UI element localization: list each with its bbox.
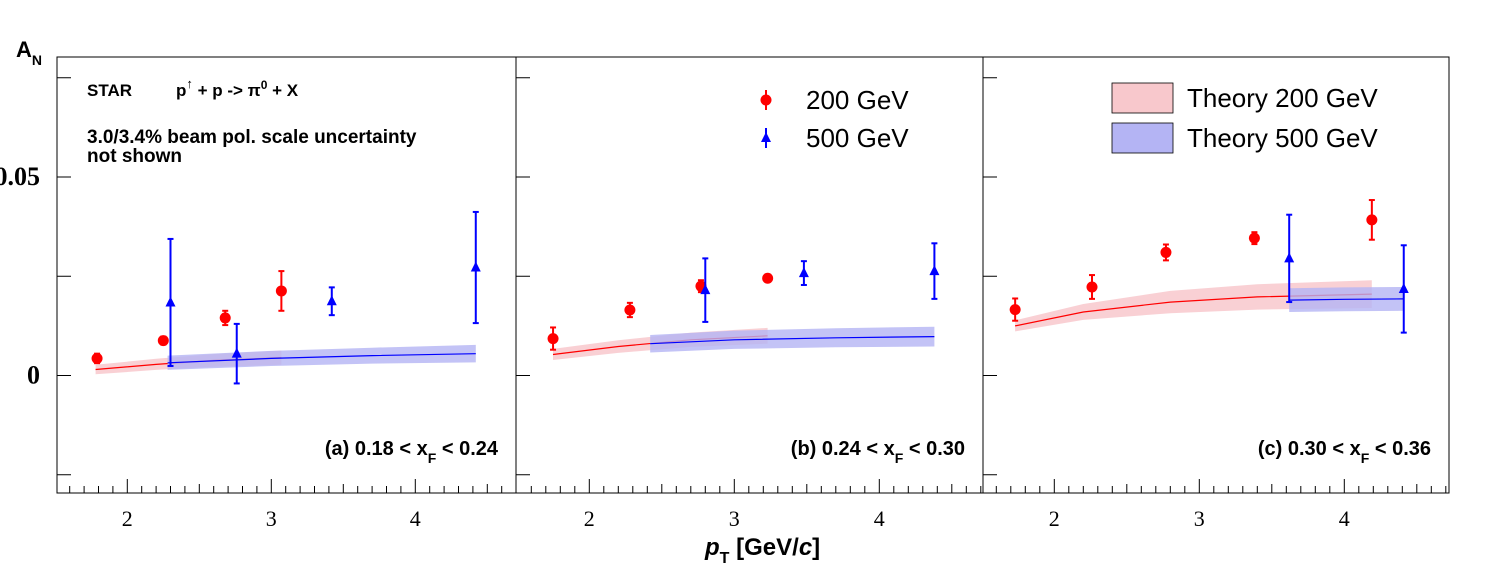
data-point-200 xyxy=(275,270,287,312)
data-point-200 xyxy=(1160,243,1172,262)
reaction-label: p↑ + p -> π0 + X xyxy=(176,76,299,100)
marker-triangle xyxy=(470,261,481,272)
legend-band-swatch xyxy=(1111,122,1174,154)
data-point-500 xyxy=(165,237,176,367)
marker-circle xyxy=(624,304,636,316)
theory-line-500 xyxy=(167,353,476,364)
data-point-200 xyxy=(762,272,774,284)
x-tick-label: 2 xyxy=(1049,506,1060,531)
x-tick-label: 4 xyxy=(874,506,885,531)
marker-circle xyxy=(275,285,287,297)
marker-circle xyxy=(1248,232,1260,244)
data-point-500 xyxy=(929,242,940,300)
marker-circle xyxy=(762,272,774,284)
x-axis-label: pT [GeV/c] xyxy=(704,534,820,567)
marker-circle xyxy=(157,335,169,347)
theory-band-500 xyxy=(650,326,935,353)
data-point-500 xyxy=(798,260,809,286)
x-tick-label: 2 xyxy=(584,506,595,531)
legend-points: 200 GeV 500 GeV xyxy=(760,85,909,153)
marker-triangle xyxy=(700,284,711,295)
theory-line-500 xyxy=(650,336,935,345)
x-tick-label: 4 xyxy=(1339,506,1350,531)
marker-circle xyxy=(219,312,231,324)
data-point-500 xyxy=(700,257,711,323)
data-point-200 xyxy=(1086,274,1098,300)
panel-label: (a) 0.18 < xF < 0.24 xyxy=(325,438,499,466)
axis-labels: AN pT [GeV/c] 0 0.05 xyxy=(0,37,820,567)
marker-circle xyxy=(547,333,559,345)
annotations: STAR p↑ + p -> π0 + X 3.0/3.4% beam pol.… xyxy=(87,76,417,167)
data-point-200 xyxy=(1366,199,1378,241)
marker-triangle xyxy=(231,347,242,358)
legend-band-500: Theory 500 GeV xyxy=(1111,122,1378,154)
data-point-200 xyxy=(91,352,103,365)
panel-frame xyxy=(982,56,1450,494)
panel-b: 2 3 4 (b) 0.24 < xF < 0.30 xyxy=(515,56,984,531)
data-point-200 xyxy=(157,335,169,347)
legend-marker-triangle xyxy=(761,132,771,142)
panel-c: 2 3 4 (c) 0.30 < xF < 0.36 xyxy=(982,56,1450,531)
data-point-200 xyxy=(1248,231,1260,246)
data-point-200 xyxy=(624,301,636,319)
panels-layer: 2 3 4 (a) 0.18 < xF < 0.24 2 3 4 (b) 0.24 < xF … xyxy=(56,56,1450,531)
data-point-200 xyxy=(1009,297,1021,322)
legend-entry-500: 500 GeV xyxy=(761,123,909,153)
legend-label: 200 GeV xyxy=(806,85,909,115)
marker-circle xyxy=(1009,304,1021,316)
y-tick-label: 0.05 xyxy=(0,162,40,191)
marker-circle xyxy=(1366,214,1378,226)
panel-label: (c) 0.30 < xF < 0.36 xyxy=(1258,438,1431,466)
marker-circle xyxy=(91,352,103,364)
x-tick-label: 3 xyxy=(729,506,740,531)
marker-triangle xyxy=(1398,282,1409,293)
x-tick-label: 3 xyxy=(266,506,277,531)
star-label: STAR xyxy=(87,81,132,100)
marker-circle xyxy=(1086,281,1098,293)
x-tick-label: 3 xyxy=(1194,506,1205,531)
marker-triangle xyxy=(1284,252,1295,263)
theory-line-500 xyxy=(1289,298,1404,301)
legend-marker-circle xyxy=(760,94,772,106)
data-point-500 xyxy=(1398,244,1409,334)
marker-circle xyxy=(1160,246,1172,258)
theory-band-200 xyxy=(1015,280,1372,332)
marker-triangle xyxy=(165,296,176,307)
data-point-500 xyxy=(470,210,481,325)
legend-bands: Theory 200 GeV Theory 500 GeV xyxy=(1111,82,1378,154)
legend-entry-200: 200 GeV xyxy=(760,85,909,115)
legend-band-swatch xyxy=(1111,82,1174,114)
panel-label: (b) 0.24 < xF < 0.30 xyxy=(791,438,965,466)
marker-triangle xyxy=(798,267,809,278)
data-point-500 xyxy=(231,322,242,385)
data-point-200 xyxy=(547,326,559,351)
y-axis-label: AN xyxy=(16,37,42,68)
legend-band-label: Theory 200 GeV xyxy=(1187,83,1378,113)
data-point-500 xyxy=(326,286,337,317)
marker-triangle xyxy=(326,295,337,306)
legend-band-label: Theory 500 GeV xyxy=(1187,123,1378,153)
data-point-200 xyxy=(219,309,231,327)
legend-band-200: Theory 200 GeV xyxy=(1111,82,1378,114)
y-tick-label: 0 xyxy=(27,361,40,390)
data-point-500 xyxy=(1284,213,1295,304)
x-tick-label: 4 xyxy=(410,506,421,531)
pol-note-line2: not shown xyxy=(87,146,182,167)
x-tick-label: 2 xyxy=(122,506,133,531)
pol-note-line1: 3.0/3.4% beam pol. scale uncertainty xyxy=(87,127,417,148)
legend-label: 500 GeV xyxy=(806,123,909,153)
panel-frame xyxy=(56,56,517,494)
panel-frame xyxy=(515,56,984,494)
marker-triangle xyxy=(929,265,940,276)
